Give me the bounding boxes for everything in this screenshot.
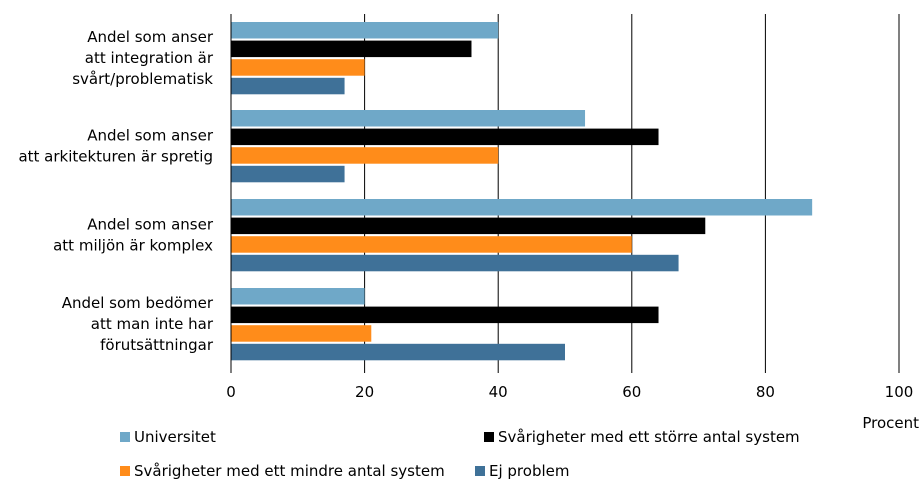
- bar-4-category-4: [231, 343, 565, 361]
- category-label-4-line-3: förutsättningar: [100, 336, 214, 354]
- legend-swatch-4: [475, 466, 485, 476]
- bar-1-category-1: [231, 22, 499, 39]
- bar-1-category-3: [231, 199, 813, 216]
- category-label-1-line-1: Andel som anser: [87, 28, 214, 46]
- category-label-2-line-2: att arkitekturen är spretig: [18, 148, 213, 166]
- bar-3-category-1: [231, 59, 365, 76]
- x-tick-label-20: 20: [355, 383, 374, 401]
- x-tick-label-0: 0: [226, 383, 236, 401]
- x-tick-label-40: 40: [489, 383, 508, 401]
- category-labels: Andel som anser att integration är svårt/p…: [18, 28, 213, 354]
- legend-swatch-2: [484, 432, 494, 442]
- x-tick-label-80: 80: [756, 383, 775, 401]
- category-label-1-line-3: svårt/problematisk: [72, 70, 213, 88]
- legend: Universitet Svårigheter med ett större an…: [120, 428, 800, 480]
- bar-3-category-2: [231, 147, 499, 164]
- x-tick-label-60: 60: [622, 383, 641, 401]
- bar-3-category-4: [231, 325, 372, 342]
- bars: [231, 22, 813, 361]
- bar-1-category-2: [231, 110, 586, 127]
- legend-label-2: Svårigheter med ett större antal system: [498, 428, 800, 446]
- category-label-3-line-1: Andel som anser: [87, 216, 214, 234]
- x-axis-unit-label: Procent: [862, 414, 919, 432]
- x-tick-labels: 0 20 40 60 80 100: [226, 383, 913, 401]
- category-label-3-line-2: att miljön är komplex: [53, 237, 213, 255]
- legend-label-3: Svårigheter med ett mindre antal system: [134, 462, 445, 480]
- category-label-4-line-2: att man inte har: [91, 315, 214, 333]
- legend-label-1: Universitet: [134, 428, 216, 446]
- bar-4-category-2: [231, 165, 345, 183]
- bar-2-category-2: [231, 128, 659, 146]
- category-label-1-line-2: att integration är: [85, 49, 214, 67]
- bar-2-category-1: [231, 40, 472, 58]
- bar-2-category-4: [231, 306, 659, 324]
- bar-3-category-3: [231, 236, 632, 253]
- legend-swatch-1: [120, 432, 130, 442]
- category-label-2-line-1: Andel som anser: [87, 127, 214, 145]
- category-label-4-line-1: Andel som bedömer: [62, 294, 214, 312]
- bar-4-category-3: [231, 254, 679, 272]
- bar-4-category-1: [231, 77, 345, 95]
- x-tick-label-100: 100: [885, 383, 914, 401]
- legend-label-4: Ej problem: [489, 462, 569, 480]
- legend-swatch-3: [120, 466, 130, 476]
- bar-1-category-4: [231, 288, 365, 305]
- bar-2-category-3: [231, 217, 706, 235]
